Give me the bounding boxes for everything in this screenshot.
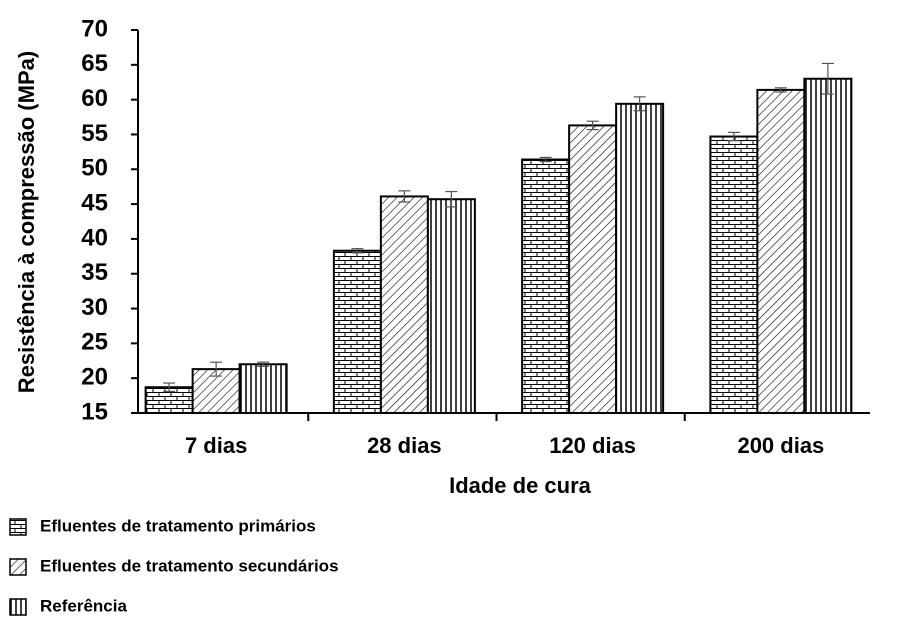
bar [568,124,618,414]
y-tick-label: 30 [81,294,108,321]
legend-swatch [9,598,27,616]
y-tick-label: 40 [81,224,108,251]
x-tick-label: 200 dias [737,433,824,458]
x-tick-label: 7 dias [185,433,247,458]
y-tick-label: 45 [81,189,108,216]
y-tick-label: 60 [81,85,108,112]
error-bar [445,190,458,208]
bar [803,77,853,414]
error-bar [351,248,364,254]
y-tick-label: 65 [81,50,108,77]
x-tick-label: 120 dias [549,433,636,458]
x-tick-label: 28 dias [367,433,442,458]
error-bar [163,382,176,393]
legend-label: Referência [40,596,127,615]
error-bar [398,190,411,203]
bar [332,249,382,414]
y-tick-label: 35 [81,259,108,286]
legend-label: Efluentes de tratamento primários [40,516,316,535]
y-axis-title: Resistência à compressão (MPa) [14,51,39,393]
y-tick-label: 70 [81,15,108,42]
error-bar [821,62,834,95]
legend-swatch [9,518,27,536]
legend-swatch [9,558,27,576]
y-tick-label: 20 [81,364,108,391]
error-bar [727,131,740,142]
bar [426,198,476,414]
error-bar [633,96,646,112]
error-bar [586,120,599,131]
error-bar [539,156,552,163]
y-tick-label: 55 [81,120,108,147]
error-bar [210,361,223,377]
bar [379,195,429,414]
error-bar [257,361,270,367]
bar [756,88,806,415]
y-tick-label: 15 [81,398,108,425]
y-tick-label: 25 [81,329,108,356]
x-axis-title: Idade de cura [449,473,592,498]
bar [521,158,571,414]
legend-label: Efluentes de tratamento secundários [40,556,339,575]
bar [615,102,665,414]
bar [238,363,288,414]
y-tick-label: 50 [81,155,108,182]
error-bar [774,87,787,93]
bar [709,135,759,414]
